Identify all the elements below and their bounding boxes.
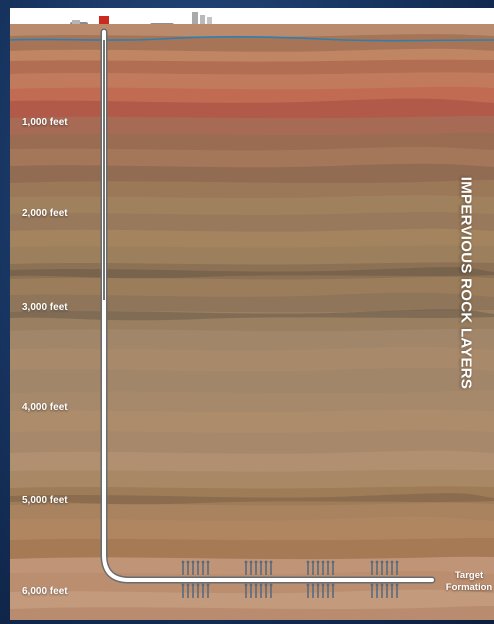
fracture-cluster: [244, 560, 273, 598]
rock-layer-band: [10, 147, 494, 169]
rock-seam: [10, 267, 494, 279]
rock-layer-band: [10, 180, 494, 201]
rock-layer-band: [10, 516, 494, 543]
target-label-line1: Target: [454, 570, 484, 581]
rock-layer-band: [10, 469, 494, 491]
rock-layer-band: [10, 328, 494, 353]
target-formation-label: Target Formation: [432, 570, 494, 594]
rock-layer-band: [10, 163, 494, 185]
impervious-rock-layers-title: IMPERVIOUS ROCK LAYERS: [457, 176, 475, 390]
rock-layer-band: [10, 116, 494, 137]
depth-label-2000: 2,000 feet: [22, 208, 68, 219]
rock-layer-band: [10, 292, 494, 315]
rock-layer-band: [10, 538, 494, 561]
fracture-cluster: [181, 560, 210, 598]
rock-layer-band: [10, 34, 494, 53]
fracture-zones: [181, 560, 399, 598]
rock-seam: [10, 309, 494, 321]
rock-layer-band: [10, 72, 494, 91]
rock-layer-band: [10, 98, 494, 121]
rock-layer-band: [10, 212, 494, 233]
rock-layer-band: [10, 347, 494, 373]
rock-layer-band: [10, 245, 494, 267]
fracture-cluster: [306, 560, 335, 598]
water-table-line: [9, 35, 494, 42]
rock-seam: [10, 493, 494, 505]
rock-layer-band: [10, 450, 494, 475]
rock-layer-band: [10, 59, 494, 77]
depth-label-6000: 6,000 feet: [22, 586, 68, 597]
rock-layer-band: [10, 228, 494, 251]
depth-label-1000: 1,000 feet: [22, 117, 68, 128]
depth-label-3000: 3,000 feet: [22, 302, 68, 313]
rock-layer-band: [10, 409, 494, 435]
depth-label-5000: 5,000 feet: [22, 495, 68, 506]
rock-layers: [10, 24, 494, 620]
well-bore: [100, 28, 436, 584]
rock-layer-band: [10, 589, 494, 611]
sky-strip: [10, 8, 494, 28]
rock-layer-band: [10, 367, 494, 395]
rock-layer-band: [10, 606, 494, 620]
target-label-line2: Formation: [445, 582, 493, 593]
rock-layer-band: [10, 195, 494, 217]
depth-label-4000: 4,000 feet: [22, 402, 68, 413]
rock-layer-band: [10, 390, 494, 415]
rock-layer-band: [10, 430, 494, 455]
tank-icon: [192, 12, 212, 30]
fracture-cluster: [370, 560, 399, 598]
